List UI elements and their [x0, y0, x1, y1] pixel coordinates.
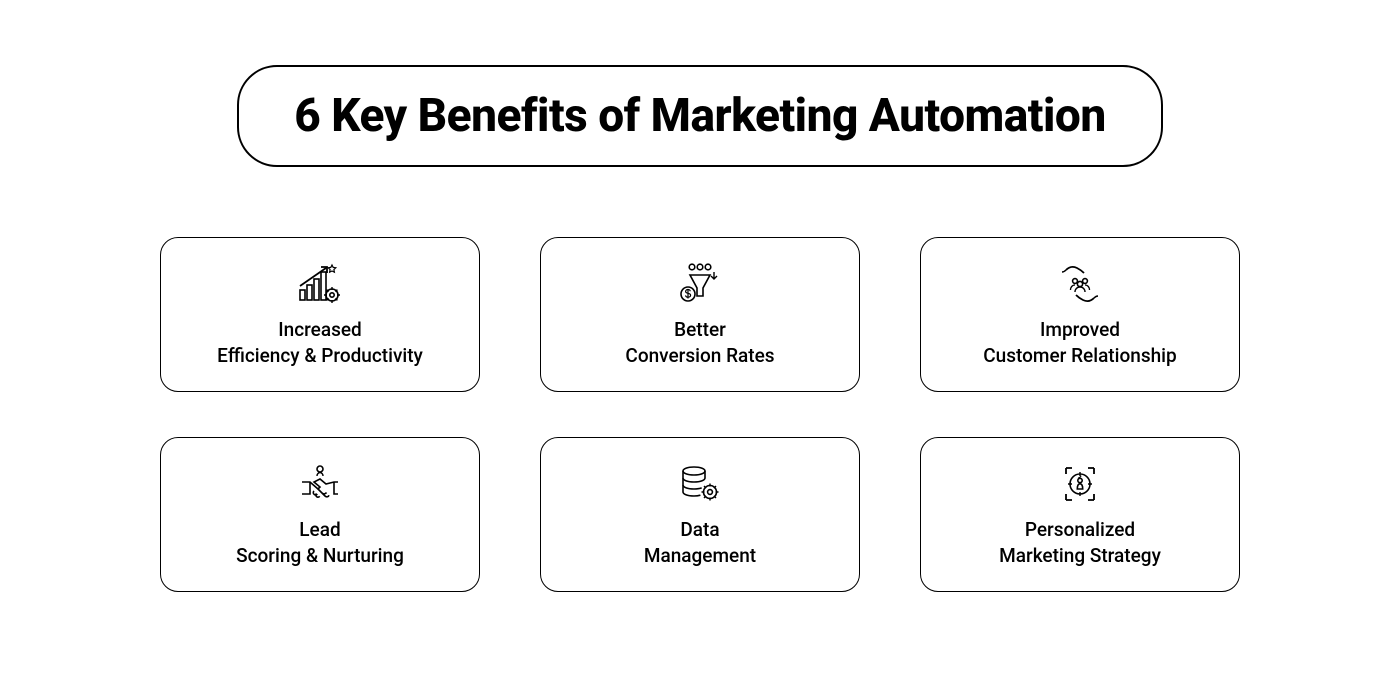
benefit-label: Better Conversion Rates — [625, 317, 774, 368]
funnel-money-icon — [675, 261, 725, 307]
handshake-icon — [295, 461, 345, 507]
database-gear-icon — [675, 461, 725, 507]
page-title: 6 Key Benefits of Marketing Automation — [294, 89, 1105, 143]
benefit-line1: Increased — [217, 317, 423, 343]
benefit-line2: Conversion Rates — [625, 343, 774, 369]
benefit-label: Data Management — [644, 517, 756, 568]
benefit-line1: Better — [625, 317, 774, 343]
benefit-line1: Personalized — [999, 517, 1161, 543]
benefit-line1: Improved — [983, 317, 1176, 343]
benefit-card-data: Data Management — [540, 437, 860, 592]
benefit-label: Personalized Marketing Strategy — [999, 517, 1161, 568]
title-container: 6 Key Benefits of Marketing Automation — [237, 65, 1162, 167]
benefit-line2: Management — [644, 543, 756, 569]
growth-gear-icon — [295, 261, 345, 307]
benefit-card-lead: Lead Scoring & Nurturing — [160, 437, 480, 592]
benefit-card-relationship: Improved Customer Relationship — [920, 237, 1240, 392]
benefit-line2: Marketing Strategy — [999, 543, 1161, 569]
benefits-grid: Increased Efficiency & Productivity Bett… — [160, 237, 1240, 592]
benefit-label: Lead Scoring & Nurturing — [236, 517, 404, 568]
benefit-line1: Data — [644, 517, 756, 543]
benefit-card-efficiency: Increased Efficiency & Productivity — [160, 237, 480, 392]
target-strategy-icon — [1055, 461, 1105, 507]
benefit-line2: Efficiency & Productivity — [217, 343, 423, 369]
benefit-line1: Lead — [236, 517, 404, 543]
benefit-label: Increased Efficiency & Productivity — [217, 317, 423, 368]
benefit-card-strategy: Personalized Marketing Strategy — [920, 437, 1240, 592]
benefit-label: Improved Customer Relationship — [983, 317, 1176, 368]
hands-people-icon — [1055, 261, 1105, 307]
benefit-line2: Customer Relationship — [983, 343, 1176, 369]
benefit-line2: Scoring & Nurturing — [236, 543, 404, 569]
benefit-card-conversion: Better Conversion Rates — [540, 237, 860, 392]
